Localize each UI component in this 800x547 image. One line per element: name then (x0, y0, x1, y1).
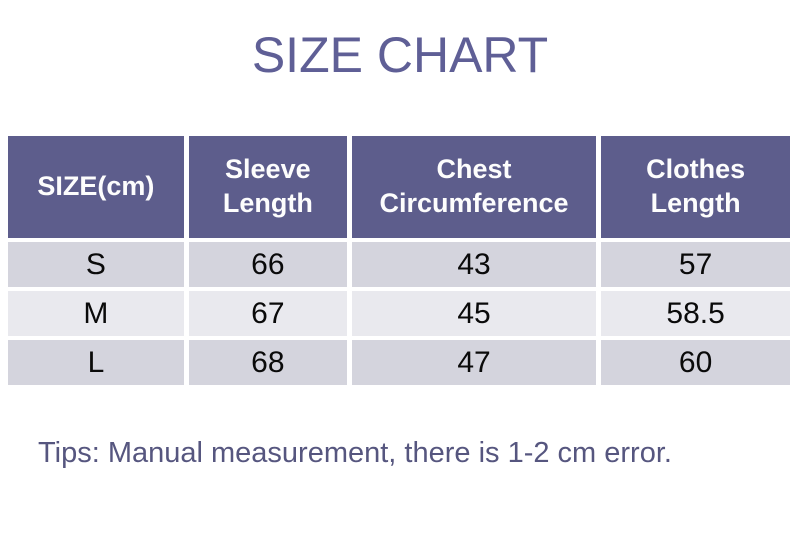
size-table: SIZE(cm) Sleeve Length Chest Circumferen… (8, 136, 790, 385)
table-header-sleeve-length: Sleeve Length (188, 136, 347, 238)
table-cell-s-chest: 43 (351, 242, 597, 287)
table-cell-s-sleeve: 66 (188, 242, 347, 287)
table-cell-size-m: M (8, 291, 184, 336)
page-title: SIZE CHART (251, 27, 549, 83)
table-header-chest-circumference: Chest Circumference (351, 136, 597, 238)
table-cell-m-chest: 45 (351, 291, 597, 336)
table-cell-m-clothes: 58.5 (601, 291, 790, 336)
table-cell-s-clothes: 57 (601, 242, 790, 287)
table-cell-l-sleeve: 68 (188, 340, 347, 385)
table-cell-m-sleeve: 67 (188, 291, 347, 336)
table-cell-l-chest: 47 (351, 340, 597, 385)
table-header-clothes-length: Clothes Length (601, 136, 790, 238)
table-cell-size-s: S (8, 242, 184, 287)
table-cell-l-clothes: 60 (601, 340, 790, 385)
table-header-size: SIZE(cm) (8, 136, 184, 238)
table-cell-size-l: L (8, 340, 184, 385)
tips-note: Tips: Manual measurement, there is 1-2 c… (38, 437, 672, 469)
